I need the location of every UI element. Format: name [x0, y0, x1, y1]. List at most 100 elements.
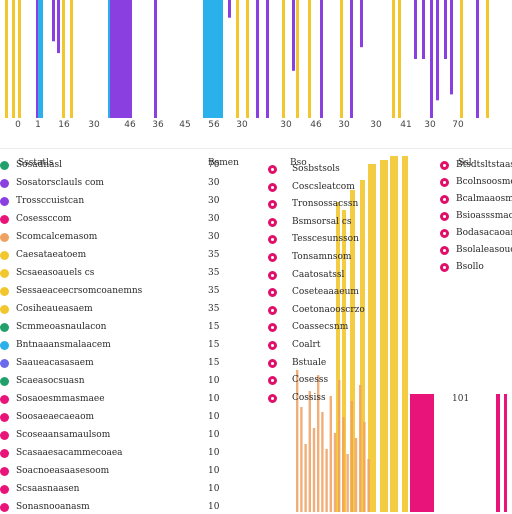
middle-legend-row: Coassecsnm [268, 322, 408, 334]
ring-dot-icon [268, 376, 277, 386]
left-legend-row: Sosadnasl 70 [0, 160, 260, 172]
legend-label: Tronsossacssn [292, 199, 359, 210]
ring-dot-icon [440, 178, 449, 187]
ring-dot-icon [268, 200, 277, 210]
legend-value: 15 [208, 358, 220, 368]
left-legend-row: Scoseaansamaulsom 10 [0, 430, 260, 442]
legend-label: Bcalmaaosma [456, 194, 512, 204]
middle-legend-row: Cossiss [268, 393, 408, 405]
middle-legend-row: Cosesss [268, 375, 408, 387]
pink-bar [496, 394, 500, 512]
center-yellow-bar [342, 210, 346, 512]
legend-label: Coassecsnm [292, 322, 349, 333]
left-legend-row: Scsaasnaasen 10 [0, 484, 260, 496]
top-purple-bar [476, 0, 479, 118]
top-yellow-bar [282, 0, 285, 118]
left-legend-row: Scsaeasoauels cs 35 [0, 268, 260, 280]
legend-dot-icon [0, 431, 9, 440]
x-tick-label: 30 [88, 120, 100, 130]
top-yellow-bar [486, 0, 489, 118]
top-yellow-bar [246, 0, 249, 118]
ring-dot-icon [440, 263, 449, 272]
legend-value: 35 [208, 268, 220, 278]
top-blue-bar [38, 0, 43, 118]
legend-label: Cosessccom [16, 214, 72, 224]
left-legend-row: Sosatorsclauls com 30 [0, 178, 260, 190]
ring-dot-icon [268, 323, 277, 333]
top-yellow-bar [296, 0, 299, 118]
x-tick-label: 30 [280, 120, 292, 130]
ring-dot-icon [268, 270, 277, 280]
left-legend-row: Scomcalcemasom 30 [0, 232, 260, 244]
x-tick-label: 45 [179, 120, 191, 130]
left-legend-row: Bntnaaansmalaacem 15 [0, 340, 260, 352]
middle-legend-row: Coalrt [268, 340, 408, 352]
middle-legend-row: Tonsamnsom [268, 252, 408, 264]
legend-dot-icon [0, 251, 9, 260]
legend-dot-icon [0, 323, 9, 332]
ring-dot-icon [268, 182, 277, 192]
center-yellow-bar [350, 190, 355, 512]
center-orange-bar [342, 417, 345, 512]
center-yellow-bar [390, 156, 398, 512]
center-orange-bar [317, 375, 320, 512]
legend-label: Sonasnooanasm [16, 502, 90, 512]
left-header-label: Ssstatls [18, 158, 54, 168]
legend-value: 30 [208, 232, 220, 242]
bottom-right-value: 101 [452, 394, 470, 404]
x-tick-label: 46 [310, 120, 322, 130]
left-legend-row: Scmmeoasnaulacon 15 [0, 322, 260, 334]
center-orange-bar [304, 444, 307, 512]
left-header-value: Bsmen [208, 158, 239, 168]
top-purple-bar [57, 0, 60, 54]
top-blue-bar [203, 0, 223, 118]
legend-label: Tesscesunsson [292, 234, 359, 245]
top-yellow-bar [62, 0, 65, 118]
middle-legend-row: Coetonaooscrzo [268, 305, 408, 317]
top-purple-block [110, 0, 132, 118]
middle-legend-panel: Bso Sosbstsols Coscsleatcom Tronsossacssn B… [268, 150, 408, 410]
center-orange-bar [325, 449, 328, 512]
center-orange-bar [308, 391, 311, 512]
legend-dot-icon [0, 305, 9, 314]
legend-dot-icon [0, 269, 9, 278]
left-legend-row: Soacnoeasaasesoom 10 [0, 466, 260, 478]
center-orange-bar [312, 428, 316, 512]
legend-label: Bstuale [292, 357, 327, 368]
legend-label: Sessaeaceecrsomcoanemns [16, 286, 143, 296]
legend-label: Sosaoesmmasmaee [16, 394, 105, 404]
ring-dot-icon [268, 165, 277, 174]
center-bar-chart [296, 156, 408, 512]
ring-dot-icon [268, 288, 277, 298]
middle-legend-row: Tesscesunsson [268, 234, 408, 246]
legend-value: 15 [208, 322, 220, 332]
middle-legend-row: Coscsleatcom [268, 182, 408, 194]
legend-label: Scomcalcemasom [16, 232, 98, 242]
right-legend-row: Bsolaleasouon [440, 245, 512, 257]
legend-label: Cossiss [292, 392, 326, 403]
legend-value: 35 [208, 286, 220, 296]
top-yellow-bar [460, 0, 463, 118]
legend-label: Coseteaaaeum [292, 287, 359, 298]
legend-dot-icon [0, 341, 9, 350]
center-yellow-bar [402, 156, 408, 512]
legend-value: 10 [208, 466, 220, 476]
top-purple-bar [422, 0, 425, 59]
legend-dot-icon [0, 467, 9, 476]
top-purple-bar [320, 0, 323, 118]
ring-dot-icon [440, 246, 449, 255]
legend-value: 10 [208, 448, 220, 458]
right-legend-row: Bcalmaaosma [440, 194, 512, 206]
legend-label: Scaeasocsuasn [16, 376, 85, 386]
legend-dot-icon [0, 449, 9, 458]
pink-bar [410, 394, 434, 512]
legend-label: Caatosatssl [292, 269, 345, 280]
legend-label: Scasaaesacammecoaea [16, 448, 123, 458]
ring-dot-icon [268, 358, 277, 368]
legend-dot-icon [0, 233, 9, 242]
center-orange-bar [350, 401, 353, 512]
right-legend-row: Bsioasssmaom [440, 211, 512, 223]
top-yellow-bar [308, 0, 311, 118]
legend-value: 10 [208, 394, 220, 404]
top-blue-bar [108, 0, 110, 118]
